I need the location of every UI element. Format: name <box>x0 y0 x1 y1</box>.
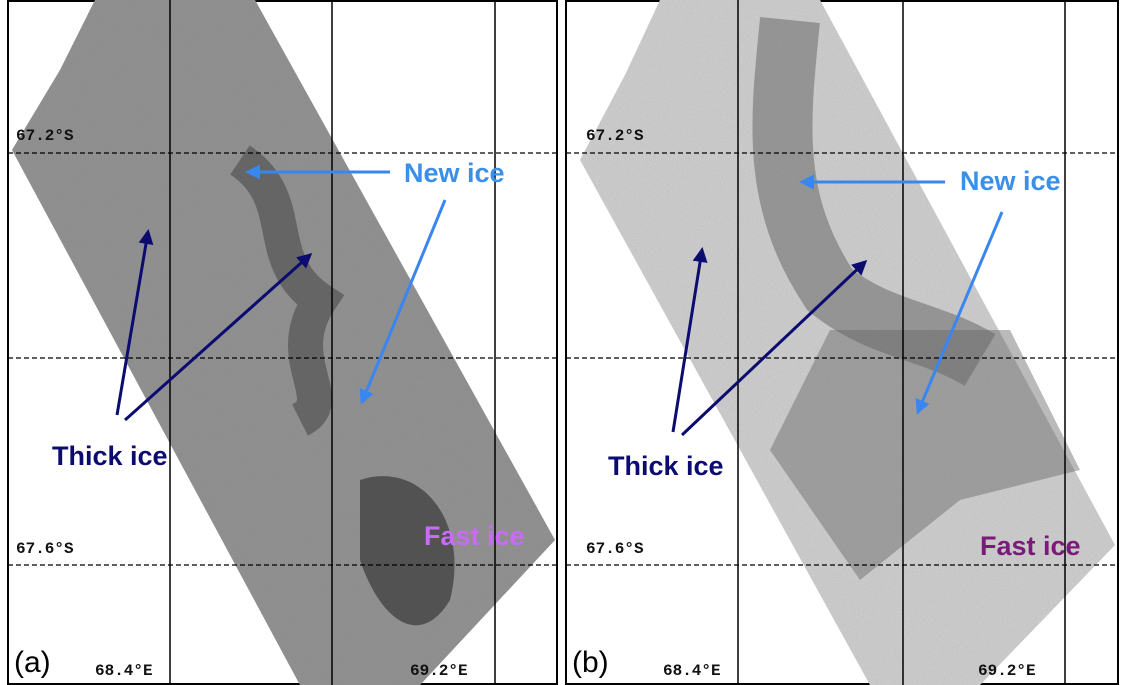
lat-label: 67.6°S <box>586 540 644 558</box>
annotation: Fast ice <box>424 521 525 551</box>
annotation: Thick ice <box>52 441 168 471</box>
lon-label: 69.2°E <box>410 662 468 680</box>
panel-b: 67.2°S 67.6°S 68.4°E 69.2°E (b) New ice … <box>566 0 1118 685</box>
lat-label: 67.2°S <box>586 127 644 145</box>
panel-label: (b) <box>572 646 609 679</box>
annotation: New ice <box>404 158 505 188</box>
lat-label: 67.2°S <box>16 127 74 145</box>
lon-label: 68.4°E <box>663 662 721 680</box>
panel-label: (a) <box>14 646 51 679</box>
figure: 67.2°S 67.6°S 68.4°E 69.2°E (a) New ice … <box>0 0 1122 685</box>
panel-a: 67.2°S 67.6°S 68.4°E 69.2°E (a) New ice … <box>8 0 557 685</box>
lon-label: 69.2°E <box>978 662 1036 680</box>
annotation: New ice <box>960 166 1061 196</box>
annotation: Thick ice <box>608 451 724 481</box>
annotation: Fast ice <box>980 531 1081 561</box>
lon-label: 68.4°E <box>95 662 153 680</box>
lat-label: 67.6°S <box>16 540 74 558</box>
